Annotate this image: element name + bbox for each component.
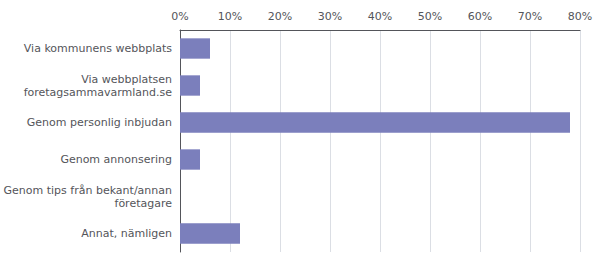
svg-text:10%: 10% (218, 10, 242, 23)
svg-text:30%: 30% (318, 10, 342, 23)
svg-text:60%: 60% (468, 10, 492, 23)
svg-text:70%: 70% (518, 10, 542, 23)
svg-text:Genom tips från bekant/annan: Genom tips från bekant/annan (4, 184, 172, 197)
svg-text:foretagsammavarmland.se: foretagsammavarmland.se (24, 86, 173, 99)
svg-text:40%: 40% (368, 10, 392, 23)
svg-text:Genom annonsering: Genom annonsering (60, 153, 172, 166)
svg-text:Via kommunens webbplats: Via kommunens webbplats (24, 42, 172, 55)
svg-text:Annat, nämligen: Annat, nämligen (81, 227, 172, 240)
svg-text:20%: 20% (268, 10, 292, 23)
svg-text:Via webbplatsen: Via webbplatsen (81, 73, 172, 86)
svg-text:Genom personlig inbjudan: Genom personlig inbjudan (27, 116, 172, 129)
svg-text:80%: 80% (568, 10, 592, 23)
svg-text:0%: 0% (171, 10, 188, 23)
svg-text:företagare: företagare (115, 197, 173, 210)
svg-text:50%: 50% (418, 10, 442, 23)
